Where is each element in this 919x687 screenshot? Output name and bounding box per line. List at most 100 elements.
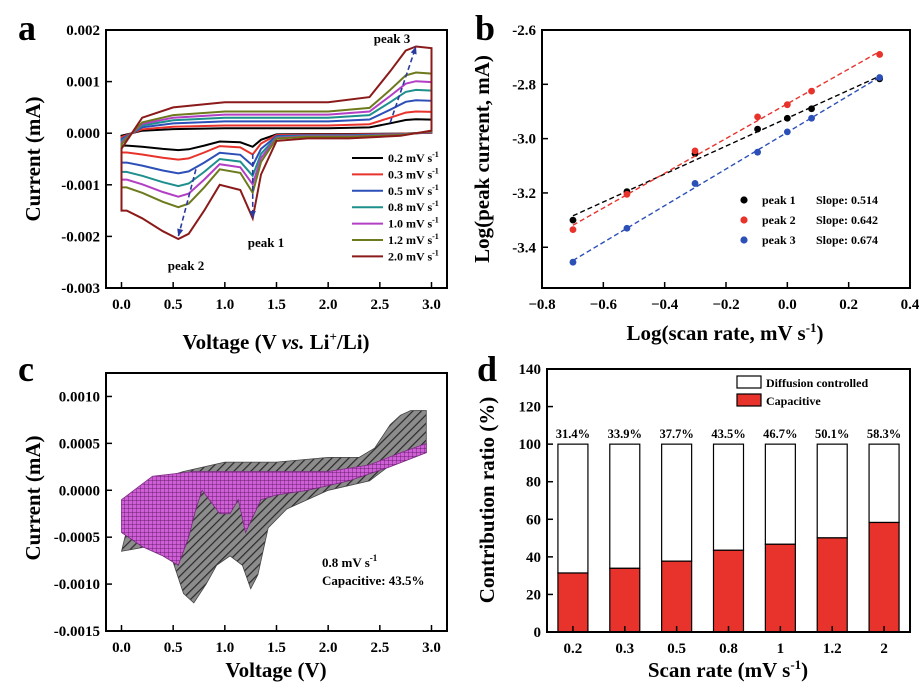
panel-c-total-area [120, 410, 427, 604]
panel-c-y-tick-label: -0.0005 [54, 530, 100, 546]
panel-d-y-tick-label: 20 [526, 587, 541, 603]
panel-a-legend-label: 1.0 mV s-1 [388, 216, 439, 231]
panel-a-x-tick-label: 2.5 [370, 297, 389, 313]
panel-d-bar-capacitive [816, 537, 848, 633]
panel-b-x-tick-label: 0.0 [778, 297, 797, 313]
panel-b-point [691, 180, 699, 187]
panel-c-y-axis-label: Current (mA) [21, 435, 45, 560]
panel-d-data-label: 37.7% [659, 427, 693, 441]
panel-d-x-tick-label: 0.2 [564, 641, 583, 657]
panel-b-point [754, 148, 761, 156]
panel-d-x-tick-label: 0.5 [667, 641, 686, 657]
panel-b-point [808, 105, 815, 113]
panel-b-legend-label: peak 3 [762, 233, 796, 247]
panel-a-legend-label: 1.2 mV s-1 [388, 232, 439, 247]
panel-c-ticks: 0.0 0.5 1.0 1.5 2.0 2.5 3.0 -0.0015 -0.0010 -0.00… [54, 389, 441, 656]
panel-a-annotations: peak 3 peak 1 peak 2 [168, 31, 417, 273]
panel-c-x-tick-label: 0.5 [164, 640, 183, 656]
panel-a-y-tick-label: -0.001 [61, 178, 100, 194]
panel-a-legend: 0.2 mV s-10.3 mV s-1 0.5 mV s-10.8 mV s-1… [352, 150, 439, 263]
panel-c-y-tick-label: -0.0015 [54, 624, 100, 640]
panel-b-point [569, 216, 577, 224]
panel-a-arrow-head [177, 228, 184, 237]
panel-d-bars: 31.4% 33.9% 37.7% 43.5% 46.7% 50.1% 58.3% [556, 427, 901, 633]
panel-d-bar-capacitive [609, 567, 641, 633]
panel-b-legend-slope: Slope: 0.514 [816, 193, 878, 207]
panel-d-bar-diffusion [764, 443, 796, 545]
panel-d-legend: Diffusion controlled Capacitive [736, 375, 868, 408]
panel-d-bar-capacitive [661, 560, 693, 633]
panel-a-series-line [120, 80, 433, 198]
panel-c-y-tick-label: 0.0000 [59, 483, 100, 499]
panel-d-y-tick-label: 0 [534, 625, 542, 641]
panel-a-series-line [120, 110, 433, 161]
panel-d-bar-capacitive [557, 572, 589, 633]
panel-d-data-label: 58.3% [867, 427, 901, 441]
panel-b-x-tick-label: −0.2 [712, 297, 739, 313]
panel-d-bar-diffusion [712, 443, 745, 551]
panel-b-point [754, 125, 761, 133]
panel-b-x-tick-label: 0.2 [839, 297, 858, 313]
panel-a-series-line [120, 45, 433, 241]
panel-b-point [623, 224, 631, 232]
panel-a-legend-label: 0.5 mV s-1 [388, 183, 439, 198]
panel-b-point [569, 258, 577, 266]
panel-d-bar-diffusion [868, 443, 900, 524]
panel-b-legend-marker [740, 196, 748, 204]
panel-label-c: c [18, 349, 34, 389]
panel-a-series-line [120, 88, 433, 188]
panel-b-x-tick-label: −0.6 [590, 297, 618, 313]
panel-a-y-tick-label: -0.003 [61, 281, 100, 297]
panel-b-point [783, 128, 791, 136]
panel-label-b: b [475, 8, 495, 48]
panel-c-annotation-capacitive: Capacitive: 43.5% [322, 573, 425, 588]
panel-d-x-tick-label: 1.2 [823, 641, 842, 657]
panel-a-y-axis-label: Current (mA) [21, 96, 45, 221]
panel-b-y-axis-label: Log(peak current, mA) [470, 55, 494, 263]
panel-b-y-tick-label: -3.0 [512, 132, 536, 148]
panel-d-data-label: 43.5% [711, 427, 745, 441]
panel-d-bar-diffusion [557, 443, 589, 574]
panel-c-x-tick-label: 1.5 [267, 640, 286, 656]
panel-c-y-tick-label: 0.0005 [59, 436, 100, 452]
panel-b-legend-marker [740, 236, 748, 244]
panel-d-frame [546, 368, 911, 633]
panel-b-point [691, 147, 699, 155]
panel-b-ticks: −0.8 −0.6 −0.4 −0.2 0.0 0.2 0.4 -3.4 -3.2 -3.0 -2.… [512, 23, 919, 313]
panel-d-y-tick-label: 120 [519, 400, 542, 416]
panel-d-data-label: 50.1% [815, 427, 849, 441]
panel-a-frame [105, 29, 448, 289]
panel-b-point [783, 114, 791, 122]
panel-c-capacitive-area: 0.0 0.5 1.0 1.5 2.0 2.5 3.0 -0.0015 -0.0010 -0.00… [21, 372, 448, 682]
panel-d-bar-diffusion [609, 443, 641, 569]
panel-c-annotation-rate: 0.8 mV s-1 [322, 553, 378, 570]
panel-d-y-tick-label: 40 [526, 550, 541, 566]
panel-b-point [623, 190, 631, 198]
panel-b-point [808, 114, 815, 122]
panel-b-legend: peak 1 Slope: 0.514 peak 2 Slope: 0.642 peak… [740, 193, 878, 247]
panel-b-legend-label: peak 2 [762, 213, 796, 227]
panel-a-series-line [120, 71, 433, 209]
panel-a-y-tick-label: 0.000 [66, 126, 100, 142]
panel-d-y-tick-label: 140 [519, 362, 542, 378]
panel-d-y-tick-label: 80 [526, 475, 541, 491]
panel-a-x-axis-label: Voltage (V vs. Li+/Li) [182, 329, 369, 354]
panel-b-x-tick-label: −0.8 [528, 297, 555, 313]
panel-d-legend-swatch [736, 375, 762, 389]
panel-b-point [876, 51, 884, 58]
panel-a-x-tick-label: 1.5 [267, 297, 286, 313]
panel-a-ticks: 0.0 0.5 1.0 1.5 2.0 2.5 3.0 -0.003 -0.002 -0.001 0… [61, 23, 441, 313]
panel-c-y-tick-label: 0.0010 [59, 389, 100, 405]
panel-c-x-tick-label: 2.0 [319, 640, 338, 656]
panel-a-peak-label: peak 2 [168, 258, 204, 273]
panel-b-x-tick-label: −0.4 [651, 297, 679, 313]
panel-c-areas [120, 410, 427, 604]
panel-b-point [876, 74, 884, 81]
panel-c-y-tick-label: -0.0010 [54, 577, 100, 593]
panel-d-bar-capacitive [764, 543, 796, 633]
panel-a-legend-label: 2.0 mV s-1 [388, 248, 439, 263]
panel-b-legend-marker [740, 216, 748, 224]
panel-d-bar-capacitive [868, 521, 900, 633]
panel-d-data-label: 33.9% [608, 427, 642, 441]
panel-label-a: a [18, 8, 36, 48]
